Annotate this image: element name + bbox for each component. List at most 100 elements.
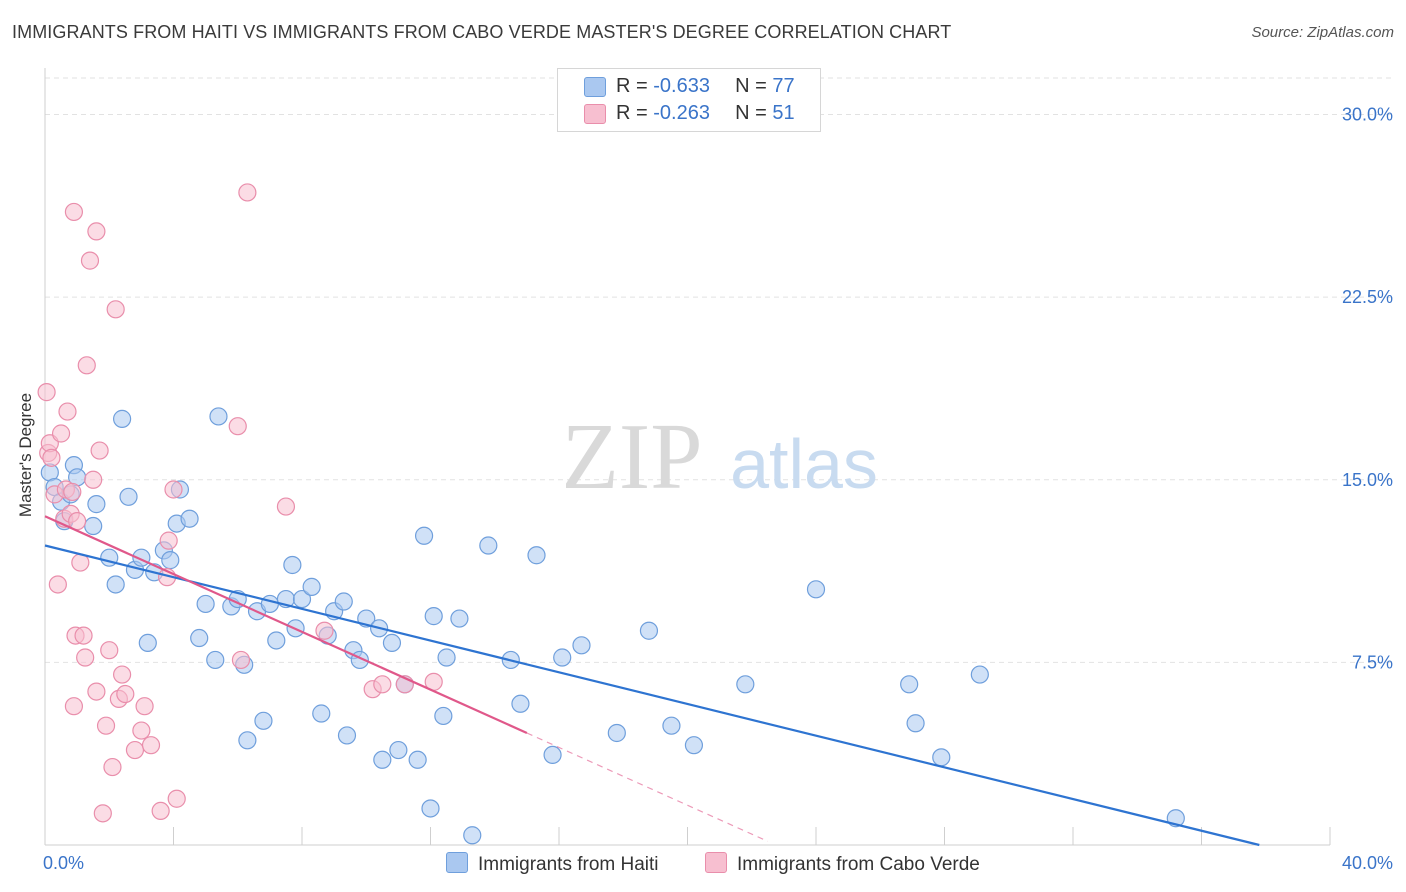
cabo-verde-point [135,697,154,716]
haiti-trend-line [44,544,1260,847]
haiti-point [106,575,125,594]
haiti-point [196,594,215,614]
y-tick-labels: 7.5% 15.0% 22.5% 30.0% [1342,105,1393,673]
correlation-legend: R = -0.633 N = 77 R = -0.263 N = 51 [557,68,821,132]
cabo-verde-point [37,383,56,402]
haiti-point [302,577,321,596]
haiti-point [337,726,357,745]
cabo-points [37,183,443,823]
cabo-verde-point [132,721,151,740]
cabo-verde-point [84,470,103,489]
cabo-verde-point [112,665,132,684]
cabo-verde-trend-line [44,515,528,734]
cabo-verde-point [373,675,392,694]
haiti-point [543,745,562,765]
haiti-point [527,546,546,565]
haiti-point [119,487,138,506]
cabo-verde-point [76,648,95,667]
cabo-verde-point [103,757,122,777]
cabo-verde-point [80,251,100,270]
haiti-point [553,648,572,667]
haiti-point [479,536,498,555]
haiti-point [970,665,989,684]
haiti-point [112,409,132,428]
cabo-verde-point [87,222,106,241]
cabo-verde-point [151,801,170,821]
grid-lines [45,77,1394,663]
haiti-point [87,495,106,514]
cabo-verde-point [42,448,61,467]
haiti-point [373,750,392,769]
haiti-point [414,526,434,545]
cabo-r-value: -0.263 [653,102,710,124]
haiti-point [84,516,103,536]
haiti-point [906,714,925,733]
cabo-verde-point [116,684,135,704]
haiti-point [283,555,302,575]
haiti-point [209,407,228,426]
haiti-point [421,799,440,818]
trend-lines [44,515,1260,847]
cabo-verde-point [100,641,119,660]
haiti-point [292,589,312,609]
haiti-n-label: N = [735,75,773,97]
cabo-verde-point [167,789,186,808]
cabo-verde-point [63,482,82,502]
cabo-verde-point [58,402,77,421]
cabo-verde-point [87,682,106,701]
haiti-point [206,650,225,670]
watermark-atlas: atlas [730,425,878,503]
haiti-point [684,736,704,755]
haiti-point [806,580,826,599]
haiti-point [639,621,659,640]
haiti-point [334,592,353,611]
legend-row-cabo: R = -0.263 N = 51 [558,100,820,127]
haiti-point [424,607,443,626]
cabo-swatch [584,104,606,124]
cabo-verde-point [51,424,71,443]
cabo-verde-point [164,480,183,499]
haiti-point [437,648,456,667]
chart-title: IMMIGRANTS FROM HAITI VS IMMIGRANTS FROM… [12,22,952,42]
legend-item-cabo-verde[interactable]: Immigrants from Cabo Verde [705,852,980,876]
haiti-point [434,706,453,726]
y-tick-label: 22.5% [1342,287,1393,307]
haiti-point [138,633,157,653]
haiti-point [180,509,199,528]
cabo-verde-point [93,804,112,823]
haiti-point [450,609,469,628]
cabo-verde-point [77,356,96,375]
cabo-verde-point [64,697,84,716]
haiti-point [662,716,681,735]
haiti-point [382,633,402,653]
x-tick-labels: 0.0% 40.0% [43,853,1393,873]
haiti-legend-label: Immigrants from Haiti [478,854,659,875]
y-axis-label: Master's Degree [16,392,35,518]
legend-item-haiti[interactable]: Immigrants from Haiti [446,852,659,876]
haiti-point [932,748,951,767]
legend-row-haiti: R = -0.633 N = 77 [558,73,820,100]
cabo-legend-label: Immigrants from Cabo Verde [737,854,980,875]
watermark: ZIP atlas [562,405,878,509]
cabo-verde-point [106,300,125,319]
cabo-verde-point [64,202,84,222]
source-label: Source: ZipAtlas.com [1251,24,1394,41]
haiti-point [736,675,755,694]
haiti-r-label: R = [616,75,654,97]
haiti-point [607,723,626,743]
x-tick-label: 40.0% [1342,853,1393,873]
haiti-point [254,711,273,730]
haiti-swatch [584,77,606,97]
cabo-verde-point [90,441,109,460]
haiti-legend-swatch [446,852,468,873]
cabo-n-label: N = [735,102,773,124]
haiti-r-value: -0.633 [653,75,710,97]
cabo-verde-point [315,621,334,640]
cabo-verde-point [74,626,93,645]
haiti-point [312,704,331,723]
haiti-point [900,675,919,694]
cabo-verde-point [276,497,296,516]
haiti-n-value: 77 [772,75,795,97]
haiti-point [511,694,530,713]
